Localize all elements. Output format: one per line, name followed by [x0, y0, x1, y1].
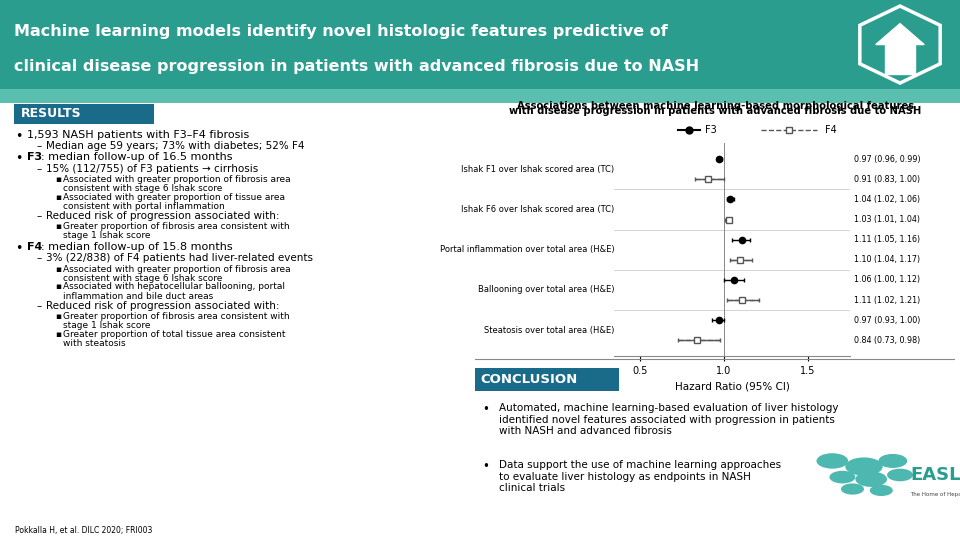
Text: •: • [15, 152, 23, 165]
Text: Greater proportion of total tissue area consistent: Greater proportion of total tissue area … [63, 330, 286, 339]
Text: Machine learning models identify novel histologic features predictive of: Machine learning models identify novel h… [14, 24, 668, 39]
Text: Ishak F1 over Ishak scored area (TC): Ishak F1 over Ishak scored area (TC) [461, 165, 614, 174]
Text: : median follow-up of 16.5 months: : median follow-up of 16.5 months [41, 152, 232, 163]
FancyBboxPatch shape [0, 89, 960, 103]
Text: F3: F3 [706, 125, 717, 134]
Text: F4: F4 [27, 242, 42, 252]
Text: ▪: ▪ [56, 193, 61, 202]
Text: –: – [36, 301, 41, 311]
Text: inflammation and bile duct areas: inflammation and bile duct areas [63, 292, 214, 301]
Text: : median follow-up of 15.8 months: : median follow-up of 15.8 months [41, 242, 233, 252]
Text: Steatosis over total area (H&E): Steatosis over total area (H&E) [484, 326, 614, 335]
Circle shape [845, 457, 883, 476]
Text: F4: F4 [826, 125, 837, 134]
Text: The Home of Hepatology: The Home of Hepatology [910, 492, 960, 497]
Text: •: • [15, 242, 23, 255]
Text: •: • [15, 130, 23, 143]
Text: 0.91 (0.83, 1.00): 0.91 (0.83, 1.00) [853, 175, 920, 184]
FancyBboxPatch shape [0, 0, 960, 89]
Text: Portal inflammation over total area (H&E): Portal inflammation over total area (H&E… [440, 245, 614, 254]
Text: 1.03 (1.01, 1.04): 1.03 (1.01, 1.04) [853, 215, 920, 224]
Text: Ballooning over total area (H&E): Ballooning over total area (H&E) [478, 286, 614, 294]
Text: Reduced risk of progression associated with:: Reduced risk of progression associated w… [46, 211, 279, 221]
Text: with disease progression in patients with advanced fibrosis due to NASH: with disease progression in patients wit… [509, 106, 922, 116]
Text: 1.11 (1.02, 1.21): 1.11 (1.02, 1.21) [853, 295, 920, 305]
Text: 0.97 (0.96, 0.99): 0.97 (0.96, 0.99) [853, 154, 921, 164]
Text: Associated with greater proportion of fibrosis area: Associated with greater proportion of fi… [63, 175, 291, 184]
FancyBboxPatch shape [14, 104, 154, 124]
Text: 1.04 (1.02, 1.06): 1.04 (1.02, 1.06) [853, 195, 920, 204]
Text: Reduced risk of progression associated with:: Reduced risk of progression associated w… [46, 301, 279, 311]
Text: Associated with greater proportion of fibrosis area: Associated with greater proportion of fi… [63, 265, 291, 274]
Text: –: – [36, 164, 41, 174]
Circle shape [878, 454, 907, 468]
Polygon shape [885, 45, 915, 74]
Text: •: • [482, 460, 490, 473]
Circle shape [841, 483, 864, 495]
Text: ▪: ▪ [56, 330, 61, 339]
Text: Automated, machine learning-based evaluation of liver histology
identified novel: Automated, machine learning-based evalua… [499, 403, 839, 436]
Text: Greater proportion of fibrosis area consistent with: Greater proportion of fibrosis area cons… [63, 312, 290, 321]
Text: Greater proportion of fibrosis area consistent with: Greater proportion of fibrosis area cons… [63, 222, 290, 231]
Text: stage 1 Ishak score: stage 1 Ishak score [63, 231, 151, 240]
Circle shape [855, 471, 887, 487]
Polygon shape [860, 6, 940, 83]
Text: 3% (22/838) of F4 patients had liver-related events: 3% (22/838) of F4 patients had liver-rel… [46, 253, 313, 264]
Text: –: – [36, 141, 41, 152]
Text: RESULTS: RESULTS [21, 107, 82, 120]
Text: ▪: ▪ [56, 222, 61, 231]
Text: CONCLUSION: CONCLUSION [480, 373, 577, 386]
Polygon shape [876, 24, 924, 45]
Text: EASL: EASL [910, 466, 960, 484]
Text: –: – [36, 211, 41, 221]
Text: 0.97 (0.93, 1.00): 0.97 (0.93, 1.00) [853, 316, 920, 325]
Text: ▪: ▪ [56, 312, 61, 321]
Text: Associated with greater proportion of tissue area: Associated with greater proportion of ti… [63, 193, 285, 202]
Text: 1.11 (1.05, 1.16): 1.11 (1.05, 1.16) [853, 235, 920, 244]
Text: 1.10 (1.04, 1.17): 1.10 (1.04, 1.17) [853, 255, 920, 264]
Text: Median age 59 years; 73% with diabetes; 52% F4: Median age 59 years; 73% with diabetes; … [46, 141, 304, 152]
Text: clinical disease progression in patients with advanced fibrosis due to NASH: clinical disease progression in patients… [14, 59, 700, 75]
Text: 1.06 (1.00, 1.12): 1.06 (1.00, 1.12) [853, 275, 920, 285]
Text: 1,593 NASH patients with F3–F4 fibrosis: 1,593 NASH patients with F3–F4 fibrosis [27, 130, 250, 140]
Text: –: – [36, 253, 41, 264]
Text: stage 1 Ishak score: stage 1 Ishak score [63, 321, 151, 330]
FancyBboxPatch shape [475, 368, 619, 390]
Text: Data support the use of machine learning approaches
to evaluate liver histology : Data support the use of machine learning… [499, 460, 781, 493]
Circle shape [870, 485, 893, 496]
Text: Associations between machine learning-based morphological features: Associations between machine learning-ba… [516, 100, 914, 111]
Text: consistent with portal inflammation: consistent with portal inflammation [63, 202, 225, 211]
Text: consistent with stage 6 Ishak score: consistent with stage 6 Ishak score [63, 274, 223, 283]
Circle shape [816, 453, 849, 469]
Text: consistent with stage 6 Ishak score: consistent with stage 6 Ishak score [63, 184, 223, 193]
Text: Pokkalla H, et al. DILC 2020; FRI003: Pokkalla H, et al. DILC 2020; FRI003 [15, 526, 153, 535]
Text: •: • [482, 403, 490, 416]
Text: F3: F3 [27, 152, 42, 163]
Text: ▪: ▪ [56, 265, 61, 274]
Text: ▪: ▪ [56, 175, 61, 184]
Circle shape [887, 469, 913, 481]
Text: Associated with hepatocellular ballooning, portal: Associated with hepatocellular balloonin… [63, 282, 285, 292]
X-axis label: Hazard Ratio (95% CI): Hazard Ratio (95% CI) [675, 382, 789, 392]
Text: 0.84 (0.73, 0.98): 0.84 (0.73, 0.98) [853, 336, 920, 345]
Circle shape [829, 471, 855, 483]
Text: with steatosis: with steatosis [63, 339, 126, 348]
Text: 15% (112/755) of F3 patients → cirrhosis: 15% (112/755) of F3 patients → cirrhosis [46, 164, 258, 174]
Text: ▪: ▪ [56, 282, 61, 292]
Text: Ishak F6 over Ishak scored area (TC): Ishak F6 over Ishak scored area (TC) [461, 205, 614, 214]
